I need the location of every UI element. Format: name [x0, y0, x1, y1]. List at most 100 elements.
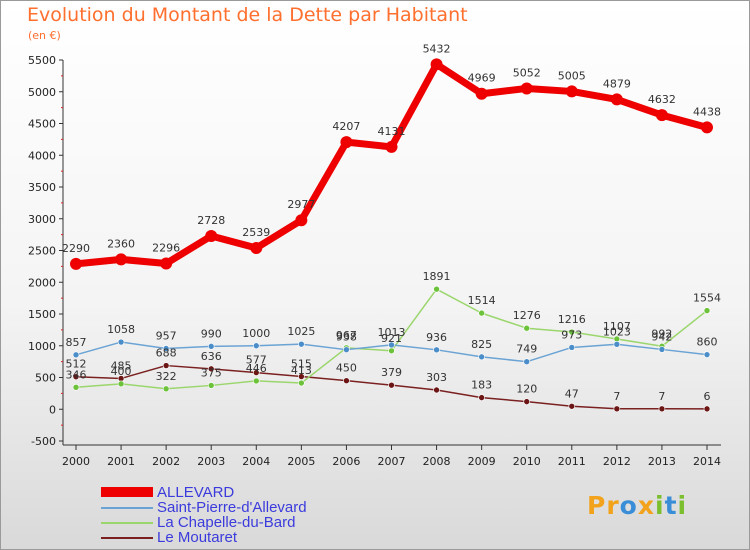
legend-swatch	[101, 537, 153, 539]
legend-item: Saint-Pierre-d'Allevard	[101, 499, 361, 516]
data-point	[295, 214, 308, 227]
x-tick-label: 2009	[468, 455, 496, 468]
data-point	[117, 380, 125, 388]
data-point	[207, 382, 215, 389]
data-point	[252, 369, 260, 376]
data-label: 921	[381, 332, 402, 345]
y-tick-label: 4000	[28, 149, 56, 162]
y-tick-label: 5500	[28, 54, 56, 67]
x-tick-label: 2008	[423, 455, 451, 468]
legend-swatch	[101, 487, 153, 497]
data-label: 577	[246, 354, 267, 367]
data-label: 485	[111, 359, 132, 372]
x-tick-label: 2005	[287, 455, 315, 468]
legend-label: Le Moutaret	[157, 529, 238, 546]
data-label: 2296	[152, 241, 180, 254]
data-label: 942	[651, 330, 672, 343]
data-point	[207, 365, 215, 373]
data-point	[343, 346, 350, 353]
x-tick-label: 2003	[197, 455, 225, 468]
data-label: 183	[471, 379, 492, 392]
data-label: 990	[201, 327, 222, 340]
data-point	[613, 405, 621, 413]
data-point	[568, 344, 576, 351]
data-label: 4438	[693, 105, 721, 118]
legend-label: La Chapelle-du-Bard	[157, 514, 296, 531]
data-point	[655, 109, 668, 122]
data-point	[385, 140, 398, 153]
data-label: 749	[516, 343, 537, 356]
data-label: 2290	[62, 242, 90, 255]
data-label: 446	[246, 362, 267, 375]
logo-part-t: t	[664, 491, 678, 520]
data-label: 512	[66, 358, 87, 371]
series-line	[72, 60, 711, 268]
data-label: 375	[201, 366, 222, 379]
data-label: 5052	[513, 66, 541, 79]
data-point	[565, 85, 578, 98]
data-point	[343, 377, 350, 384]
data-label: 1000	[242, 327, 270, 340]
data-point	[162, 345, 170, 352]
data-label: 2728	[197, 214, 225, 227]
data-label: 967	[336, 329, 357, 342]
logo-part-i: i	[654, 491, 665, 520]
data-label: 938	[336, 331, 357, 344]
data-point	[523, 324, 531, 332]
y-tick-label: 3500	[28, 181, 56, 194]
y-tick-label: 5000	[28, 86, 56, 99]
data-label: 6	[704, 390, 711, 403]
data-point	[433, 346, 440, 354]
data-point	[478, 353, 485, 361]
data-label: 5005	[558, 69, 586, 82]
legend-swatch	[101, 522, 153, 524]
x-tick-label: 2014	[693, 455, 721, 468]
data-point	[160, 257, 173, 270]
data-label: 450	[336, 362, 357, 375]
data-label: 2977	[287, 198, 315, 211]
data-point	[658, 405, 666, 413]
data-label: 7	[613, 390, 620, 403]
data-point	[430, 58, 443, 71]
x-tick-label: 2011	[558, 455, 586, 468]
legend-label: ALLEVARD	[157, 484, 235, 501]
data-label: 1013	[378, 326, 406, 339]
data-point	[478, 394, 485, 401]
data-label: 346	[66, 368, 87, 381]
y-tick-label: 500	[35, 372, 56, 385]
data-point	[433, 386, 440, 394]
data-point	[298, 379, 305, 387]
y-tick-label: 1000	[28, 340, 56, 353]
data-label: 1058	[107, 323, 135, 336]
data-point	[475, 87, 488, 100]
data-point	[207, 343, 215, 350]
legend-swatch	[101, 507, 153, 509]
x-tick-label: 2001	[107, 455, 135, 468]
x-tick-label: 2000	[62, 455, 90, 468]
data-point	[568, 402, 576, 410]
data-label: 1891	[423, 270, 451, 283]
data-label: 1025	[287, 325, 315, 338]
data-point	[703, 351, 711, 358]
data-point	[162, 385, 170, 393]
x-tick-label: 2004	[242, 455, 270, 468]
data-label: 860	[697, 336, 718, 349]
data-point	[388, 381, 395, 389]
data-point	[658, 346, 666, 353]
data-label: 379	[381, 366, 402, 379]
data-label: 973	[561, 328, 582, 341]
logo-part-i2: i	[677, 491, 688, 520]
data-label: 992	[651, 327, 672, 340]
data-point	[703, 405, 711, 413]
data-point	[252, 377, 260, 385]
data-label: 120	[516, 383, 537, 396]
data-label: 322	[156, 370, 177, 383]
data-point	[340, 136, 353, 149]
y-tick-label: 2500	[28, 245, 56, 258]
data-label: 4879	[603, 77, 631, 90]
data-point	[72, 351, 80, 359]
data-point	[478, 309, 485, 317]
data-label: 1023	[603, 325, 631, 338]
x-tick-label: 2012	[603, 455, 631, 468]
